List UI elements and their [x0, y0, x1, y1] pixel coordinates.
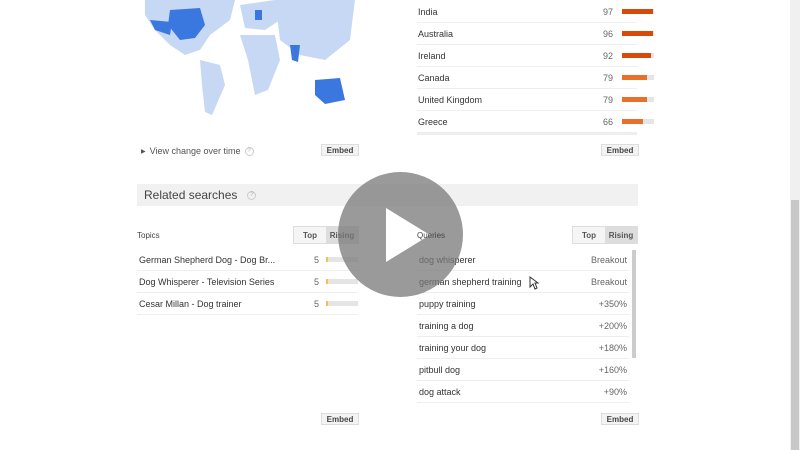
- topics-header: Topics: [137, 231, 160, 240]
- query-label: german shepherd training: [419, 276, 522, 287]
- queries-tabs: Top Rising: [572, 226, 638, 244]
- region-bar: [622, 119, 654, 124]
- triangle-right-icon: ▶: [141, 148, 146, 155]
- video-play-button[interactable]: [338, 172, 463, 297]
- page-scrollbar[interactable]: [790, 0, 800, 450]
- tab-top[interactable]: Top: [294, 227, 326, 243]
- topic-bar: [326, 279, 358, 284]
- help-icon[interactable]: ?: [244, 146, 254, 156]
- query-row[interactable]: puppy training +350%: [417, 293, 629, 315]
- region-bar: [622, 9, 654, 14]
- query-row[interactable]: dog attack +90%: [417, 381, 629, 403]
- region-row[interactable]: India 97: [417, 1, 654, 23]
- tab-rising[interactable]: Rising: [605, 227, 637, 243]
- help-icon[interactable]: ?: [247, 190, 257, 200]
- region-bar: [622, 75, 654, 80]
- topic-bar: [326, 257, 358, 262]
- topic-value: 5: [313, 298, 319, 309]
- region-bar: [622, 97, 654, 102]
- scrollbar-thumb[interactable]: [791, 200, 799, 450]
- region-row[interactable]: Canada 79: [417, 67, 654, 89]
- topic-label: Dog Whisperer - Television Series: [139, 276, 275, 287]
- query-label: training your dog: [419, 342, 487, 353]
- query-label: pitbull dog: [419, 364, 461, 375]
- query-value: Breakout: [590, 254, 627, 265]
- query-label: dog attack: [419, 386, 461, 397]
- topic-row[interactable]: Cesar Millan - Dog trainer 5: [137, 293, 358, 315]
- regions-embed-button[interactable]: Embed: [601, 144, 639, 156]
- region-name: United Kingdom: [418, 94, 483, 105]
- region-value: 66: [602, 116, 613, 127]
- query-label: puppy training: [419, 298, 476, 309]
- region-name: Canada: [418, 72, 450, 83]
- map-embed-button[interactable]: Embed: [321, 144, 359, 156]
- play-icon: [386, 208, 430, 262]
- topic-value: 5: [313, 254, 319, 265]
- topic-label: German Shepherd Dog - Dog Br...: [139, 254, 276, 265]
- view-change-link[interactable]: ▶ View change over time ?: [141, 146, 254, 156]
- region-name: Greece: [418, 116, 448, 127]
- query-value: +90%: [603, 386, 627, 397]
- query-label: training a dog: [419, 320, 474, 331]
- topic-label: Cesar Millan - Dog trainer: [139, 298, 242, 309]
- region-row[interactable]: Australia 96: [417, 23, 654, 45]
- region-bar: [622, 31, 654, 36]
- region-row[interactable]: Ireland 92: [417, 45, 654, 67]
- topic-row[interactable]: Dog Whisperer - Television Series 5: [137, 271, 358, 293]
- query-value: +160%: [598, 364, 627, 375]
- region-name: Ireland: [418, 50, 446, 61]
- region-bar: [622, 53, 654, 58]
- topic-bar: [326, 301, 358, 306]
- region-name: Australia: [418, 28, 454, 39]
- mouse-cursor-icon: [529, 276, 539, 290]
- queries-header: Queries: [417, 231, 446, 240]
- query-value: +200%: [598, 320, 627, 331]
- queries-embed-button[interactable]: Embed: [601, 413, 639, 425]
- query-row[interactable]: training your dog +180%: [417, 337, 629, 359]
- query-value: +350%: [598, 298, 627, 309]
- region-value: 92: [602, 50, 613, 61]
- region-name: India: [418, 6, 438, 17]
- world-map[interactable]: [140, 0, 360, 118]
- topic-value: 5: [313, 276, 319, 287]
- region-row[interactable]: Greece 66: [417, 111, 654, 133]
- topics-embed-button[interactable]: Embed: [321, 413, 359, 425]
- region-value: 96: [602, 28, 613, 39]
- topic-row[interactable]: German Shepherd Dog - Dog Br... 5: [137, 249, 358, 271]
- query-row[interactable]: german shepherd training Breakout: [417, 271, 629, 293]
- queries-scrollbar[interactable]: [632, 250, 636, 358]
- region-value: 79: [602, 94, 613, 105]
- tab-top[interactable]: Top: [573, 227, 605, 243]
- query-value: +180%: [598, 342, 627, 353]
- divider: [417, 133, 637, 135]
- region-row[interactable]: United Kingdom 79: [417, 89, 654, 111]
- query-row[interactable]: pitbull dog +160%: [417, 359, 629, 381]
- query-value: Breakout: [590, 276, 627, 287]
- region-value: 97: [602, 6, 613, 17]
- query-row[interactable]: training a dog +200%: [417, 315, 629, 337]
- region-value: 79: [602, 72, 613, 83]
